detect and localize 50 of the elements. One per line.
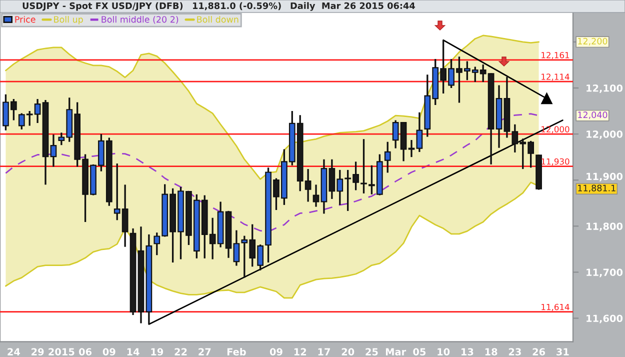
x-tick-label: 22 (174, 348, 187, 356)
candlestick (416, 112, 423, 153)
x-tick-label: 31 (556, 348, 569, 356)
line-series (5, 113, 540, 232)
x-tick-label: 09 (270, 348, 282, 356)
candlestick (312, 184, 320, 208)
x-tick-label: 18 (485, 348, 498, 356)
ref-line-label: 11,614 (542, 304, 570, 312)
x-tick-label: Feb (227, 348, 246, 356)
candlestick (408, 139, 415, 158)
text: Daily Mar 26 2015 06:44 (290, 2, 415, 11)
x-tick-label: Mar (386, 348, 406, 356)
x-tick-label: 26 (532, 348, 546, 356)
x-tick-label: 19 (151, 348, 164, 356)
x-tick-label: 13 (462, 348, 474, 356)
y-tick-label: 11,700 (586, 268, 623, 278)
legend-label: Price (15, 16, 36, 23)
legend-label: Boll down (197, 16, 238, 23)
candlestick (384, 141, 391, 174)
candlestick (50, 134, 57, 168)
x-tick-label: 12 (294, 348, 306, 356)
x-tick-label: 09 (102, 348, 116, 356)
text: 11,881.1 (578, 184, 616, 192)
ref-line-label: 12,000 (542, 126, 570, 134)
x-tick-label: 20 (342, 348, 354, 356)
x-tick-label: 05 (413, 348, 426, 356)
y-tick-label: 11,600 (586, 314, 623, 324)
y-tick-label: 11,900 (586, 172, 623, 182)
y-tick-label: 12,000 (586, 130, 623, 140)
x-tick-label: 2015 (48, 348, 74, 356)
chart-subtitle: 11,881.0 (-0.59%) (193, 2, 281, 10)
x-tick-label: 27 (198, 348, 211, 356)
x-tick-label: 10 (438, 348, 450, 356)
legend-label: Boll up (54, 16, 83, 24)
chart-title: USDJPY - Spot FX USD/JPY (DFB) (22, 2, 183, 11)
x-tick-label: 23 (508, 348, 521, 356)
ref-line-label: 12,161 (542, 52, 570, 60)
x-tick-label: 29 (32, 348, 44, 356)
x-tick-label: 17 (318, 348, 330, 356)
x-tick-label: 25 (366, 348, 378, 356)
x-tick-label: 06 (78, 348, 92, 356)
text: 12,040 (578, 112, 608, 120)
x-tick-label: 14 (127, 348, 140, 356)
y-tick-label: 12,100 (586, 84, 623, 94)
legend-label: Boll middle (20 2) (102, 16, 178, 24)
x-tick-label: 24 (8, 348, 20, 356)
line-series (5, 34, 540, 180)
y-tick-label: 11,800 (586, 222, 623, 232)
ref-line-label: 12,114 (542, 74, 570, 81)
text: 12,200 (578, 38, 608, 46)
